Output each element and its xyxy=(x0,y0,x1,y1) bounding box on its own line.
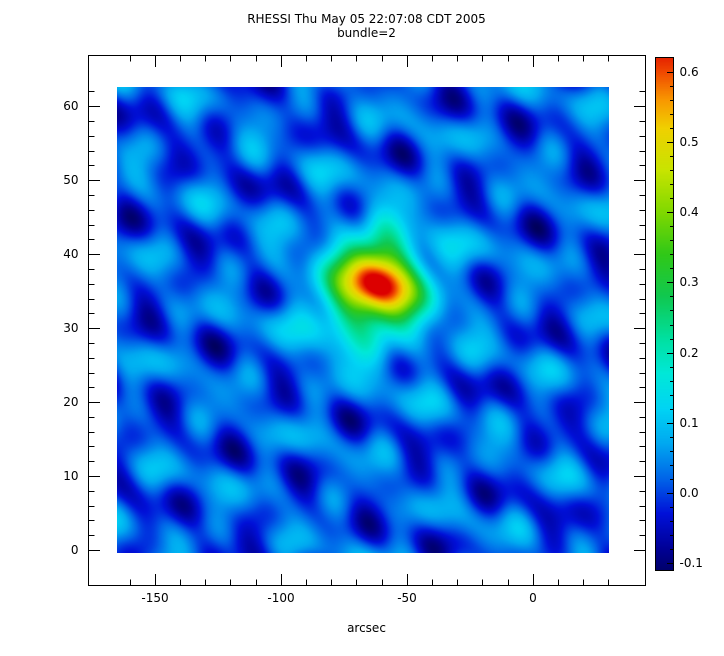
colorbar-tick-label: 0.3 xyxy=(679,275,699,289)
plot-title: RHESSI Thu May 05 22:07:08 CDT 2005 xyxy=(247,12,486,26)
x-tick-label: -100 xyxy=(267,591,295,605)
colorbar-frame xyxy=(655,57,674,571)
colorbar-tick-label: 0.0 xyxy=(679,486,699,500)
heatmap-image xyxy=(117,87,609,553)
y-tick-label: 10 xyxy=(63,469,79,483)
y-tick-label: 30 xyxy=(63,321,79,335)
x-tick-label: -50 xyxy=(397,591,417,605)
y-tick-label: 20 xyxy=(63,395,79,409)
y-tick-label: 40 xyxy=(63,247,79,261)
colorbar-tick-label: -0.1 xyxy=(679,556,703,570)
colorbar-tick-label: 0.6 xyxy=(679,65,699,79)
colorbar-gradient xyxy=(656,58,673,570)
y-tick-label: 60 xyxy=(63,99,79,113)
colorbar-tick-label: 0.2 xyxy=(679,346,699,360)
x-tick-label: -150 xyxy=(141,591,169,605)
y-tick-label: 0 xyxy=(70,543,79,557)
plot-subtitle: bundle=2 xyxy=(337,26,396,40)
colorbar-tick-label: 0.5 xyxy=(679,135,699,149)
x-tick-label: 0 xyxy=(529,591,537,605)
colorbar-tick-label: 0.1 xyxy=(679,416,699,430)
x-axis-label: arcsec xyxy=(347,621,386,635)
plot-frame xyxy=(88,55,646,586)
y-tick-label: 50 xyxy=(63,173,79,187)
colorbar-tick-label: 0.4 xyxy=(679,205,699,219)
